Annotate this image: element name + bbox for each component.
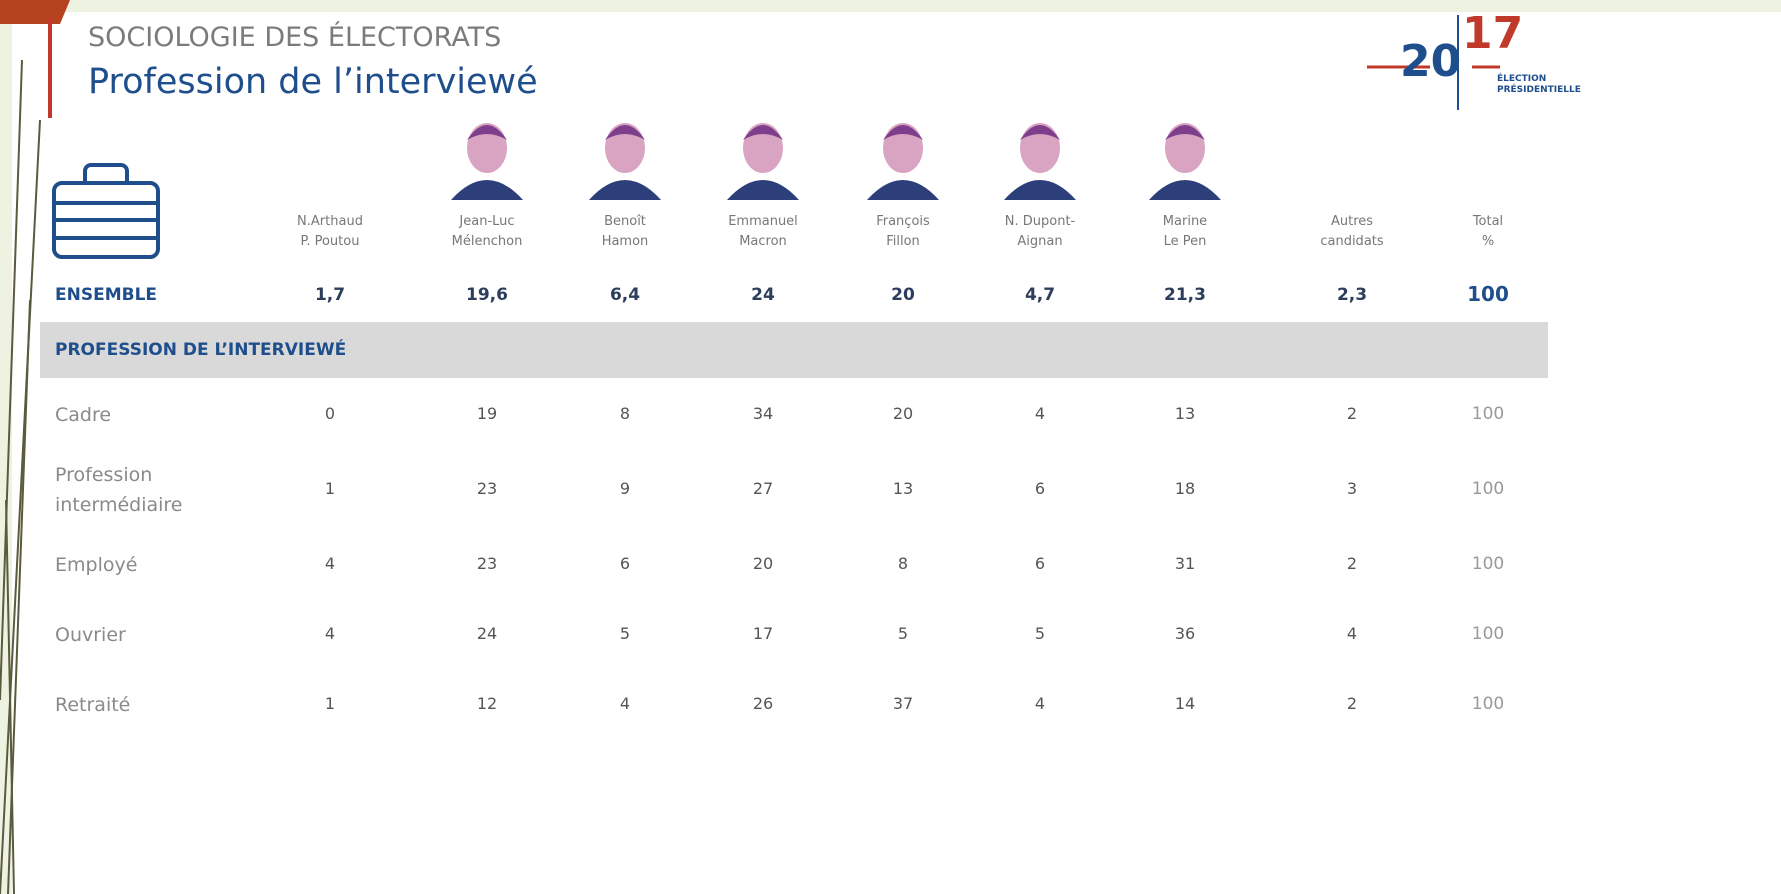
logo-line1: ÉLECTION bbox=[1497, 74, 1547, 84]
portrait bbox=[1004, 123, 1076, 200]
cell: 6 bbox=[1034, 479, 1046, 498]
row-label: Retraité bbox=[55, 694, 131, 716]
title: Profession de l’interviewé bbox=[88, 62, 538, 102]
cell: 6 bbox=[619, 554, 631, 573]
cell: 100 bbox=[1471, 479, 1505, 499]
portrait bbox=[1149, 123, 1221, 200]
cell: 4 bbox=[324, 624, 336, 643]
cell: 23 bbox=[476, 479, 498, 498]
column-header: Emmanuel bbox=[728, 214, 798, 229]
section-header: PROFESSION DE L’INTERVIEWÉ bbox=[55, 340, 347, 360]
cell: 8 bbox=[897, 554, 909, 573]
cell: 13 bbox=[1174, 404, 1196, 423]
cell: 100 bbox=[1471, 404, 1505, 424]
column-header: Hamon bbox=[601, 234, 649, 249]
row-label: Ouvrier bbox=[55, 624, 126, 646]
cell: 2 bbox=[1346, 404, 1358, 423]
cell: 8 bbox=[619, 404, 631, 423]
cell: 21,3 bbox=[1164, 285, 1206, 305]
cell: 37 bbox=[892, 694, 914, 713]
cell: 34 bbox=[752, 404, 774, 423]
cell: 1,7 bbox=[314, 285, 346, 305]
cell: 20 bbox=[892, 404, 914, 423]
cell: 6,4 bbox=[609, 285, 641, 305]
column-header: Mélenchon bbox=[451, 234, 523, 249]
column-header: N. Dupont- bbox=[1004, 214, 1076, 229]
row-label: Profession bbox=[55, 464, 153, 486]
cell: 5 bbox=[1034, 624, 1046, 643]
column-header: François bbox=[876, 214, 930, 229]
portrait bbox=[451, 123, 523, 200]
cell: 1 bbox=[324, 479, 336, 498]
cell: 20 bbox=[752, 554, 774, 573]
cell: 4 bbox=[324, 554, 336, 573]
column-header: Fillon bbox=[886, 234, 920, 249]
cell: 2 bbox=[1346, 554, 1358, 573]
briefcase-icon bbox=[52, 163, 160, 259]
portrait bbox=[727, 123, 799, 200]
row-label: Employé bbox=[55, 554, 138, 576]
cell: 24 bbox=[476, 624, 498, 643]
cell: 1 bbox=[324, 694, 336, 713]
cell: 20 bbox=[891, 285, 915, 305]
cell: 0 bbox=[324, 404, 336, 423]
cell: 27 bbox=[752, 479, 774, 498]
cell: 23 bbox=[476, 554, 498, 573]
cell: 100 bbox=[1467, 282, 1509, 306]
cell: 2,3 bbox=[1336, 285, 1368, 305]
cell: 18 bbox=[1174, 479, 1196, 498]
cell: 2 bbox=[1346, 694, 1358, 713]
cell: 14 bbox=[1174, 694, 1196, 713]
column-header: % bbox=[1481, 234, 1495, 249]
cell: 4 bbox=[1034, 404, 1046, 423]
cell: 5 bbox=[897, 624, 909, 643]
portrait bbox=[589, 123, 661, 200]
logo bbox=[1367, 15, 1500, 110]
column-header: N.Arthaud bbox=[297, 214, 363, 229]
cell: 24 bbox=[751, 285, 775, 305]
cell: 4 bbox=[1346, 624, 1358, 643]
cell: 19 bbox=[476, 404, 498, 423]
cell: 100 bbox=[1471, 624, 1505, 644]
cell: 4 bbox=[1034, 694, 1046, 713]
row-label: ENSEMBLE bbox=[55, 285, 158, 305]
cell: 17 bbox=[752, 624, 774, 643]
cell: 26 bbox=[752, 694, 774, 713]
column-header: P. Poutou bbox=[300, 234, 360, 249]
logo-left: 20 bbox=[1400, 36, 1462, 87]
cell: 12 bbox=[476, 694, 498, 713]
side-lines bbox=[0, 59, 41, 894]
logo-line2: PRÉSIDENTIELLE bbox=[1497, 85, 1581, 95]
section-band bbox=[40, 322, 1548, 378]
cell: 13 bbox=[892, 479, 914, 498]
cell: 4,7 bbox=[1024, 285, 1056, 305]
cell: 6 bbox=[1034, 554, 1046, 573]
cell: 100 bbox=[1471, 694, 1505, 714]
cell: 31 bbox=[1174, 554, 1196, 573]
cell: 9 bbox=[619, 479, 631, 498]
column-header: Total bbox=[1472, 214, 1504, 229]
row-label: Cadre bbox=[55, 404, 112, 426]
kicker: SOCIOLOGIE DES ÉLECTORATS bbox=[88, 22, 502, 53]
cell: 3 bbox=[1346, 479, 1358, 498]
column-header: Benoît bbox=[604, 214, 646, 229]
cell: 5 bbox=[619, 624, 631, 643]
column-header: Autres bbox=[1330, 214, 1374, 229]
corner-tab bbox=[0, 0, 70, 24]
column-header: Macron bbox=[739, 234, 787, 249]
cell: 36 bbox=[1174, 624, 1196, 643]
logo-right: 17 bbox=[1462, 8, 1524, 59]
cell: 19,6 bbox=[466, 285, 508, 305]
column-header: Jean-Luc bbox=[459, 214, 515, 229]
row-label: intermédiaire bbox=[55, 494, 183, 516]
column-header: Aignan bbox=[1017, 234, 1063, 249]
cell: 4 bbox=[619, 694, 631, 713]
cell: 100 bbox=[1471, 554, 1505, 574]
portrait bbox=[867, 123, 939, 200]
column-header: candidats bbox=[1320, 234, 1384, 249]
column-header: Le Pen bbox=[1163, 234, 1207, 249]
column-header: Marine bbox=[1162, 214, 1208, 229]
